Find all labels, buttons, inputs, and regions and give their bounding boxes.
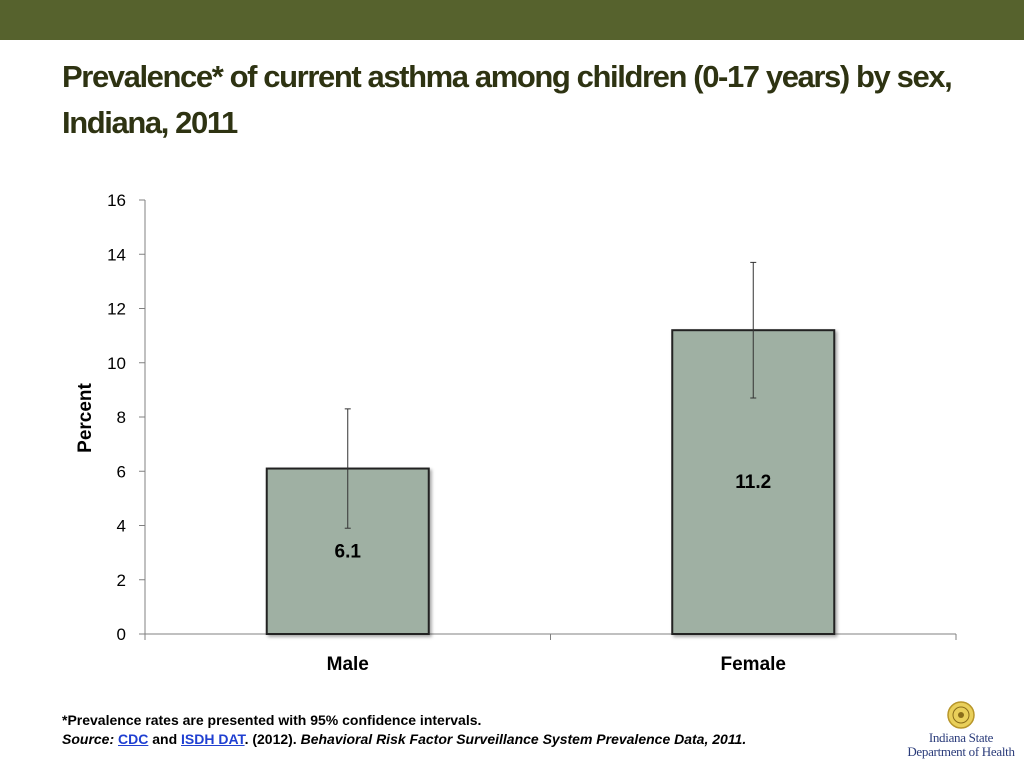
logo-line-1: Indiana State [928,730,994,745]
header-band [0,0,1024,40]
isdh-logo[interactable]: Indiana State Department of Health [904,700,1018,760]
y-tick-label: 16 [107,191,126,210]
state-seal-icon [947,701,975,729]
x-category-label: Male [327,654,369,675]
x-category-label: Female [721,654,786,675]
y-tick-label: 2 [117,571,126,590]
bar-chart: 0 2 4 6 8 10 12 14 16 Percent 6.1 Male 11.2 Female [75,191,957,675]
y-tick-label: 0 [117,625,126,644]
footnote-source: Source: CDC and ISDH DAT. (2012). Behavi… [62,730,882,749]
year-text: . (2012). [244,731,297,747]
y-tick-label: 4 [117,517,126,536]
isdh-dat-link[interactable]: ISDH DAT [181,731,245,747]
y-tick-label: 10 [107,354,126,373]
y-tick-label: 8 [117,408,126,427]
y-tick-label: 6 [117,462,126,481]
y-tick-label: 12 [107,300,126,319]
citation-text: Behavioral Risk Factor Surveillance Syst… [300,731,747,747]
and-text: and [152,731,178,747]
source-label: Source: [62,731,115,747]
data-label: 11.2 [735,472,771,493]
footnote: *Prevalence rates are presented with 95%… [62,711,882,749]
logo-line-2: Department of Health [907,744,1015,759]
y-axis-label: Percent [75,382,96,452]
slide-title: Prevalence* of current asthma among chil… [62,59,953,140]
cdc-link[interactable]: CDC [118,731,149,747]
footnote-note: *Prevalence rates are presented with 95%… [62,712,482,728]
data-label: 6.1 [335,541,362,562]
y-tick-label: 14 [107,245,126,264]
